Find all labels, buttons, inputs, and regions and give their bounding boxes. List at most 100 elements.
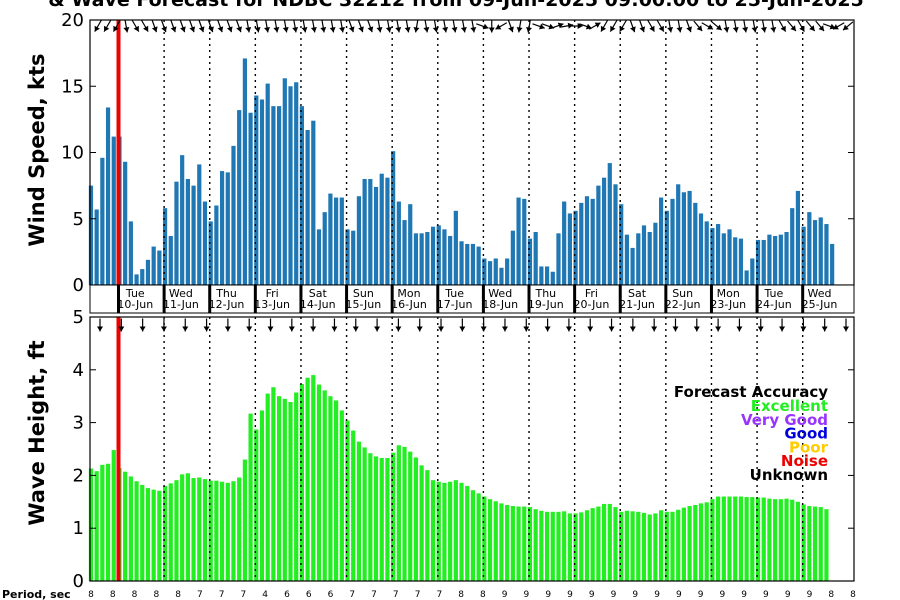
- wind-bar: [476, 246, 481, 285]
- wind-bar: [812, 220, 818, 285]
- wind-bar: [773, 235, 778, 285]
- period-value: 6: [306, 590, 312, 600]
- wind-direction-arrow: [339, 19, 345, 33]
- wind-direction-arrow-head: [113, 25, 119, 32]
- wind-direction-arrow-head: [385, 26, 392, 33]
- period-value: 8: [828, 590, 834, 600]
- wind-direction-arrow-head: [413, 26, 420, 33]
- wind-direction-arrow-head: [123, 26, 130, 33]
- wind-direction-arrow: [94, 20, 102, 32]
- wind-bar: [413, 233, 419, 285]
- wave-direction-arrow: [480, 318, 487, 332]
- wave-bar: [744, 497, 749, 581]
- day-name-label: Sun: [672, 287, 693, 300]
- period-value: 9: [741, 590, 747, 600]
- wind-direction-arrow-head: [799, 25, 805, 32]
- wind-bar: [470, 243, 476, 285]
- wave-bar: [658, 510, 664, 581]
- wave-bar: [282, 398, 287, 581]
- wind-direction-arrow-head: [751, 26, 758, 33]
- wind-direction-arrow: [667, 19, 674, 33]
- wind-bar: [670, 198, 675, 285]
- period-value: 9: [502, 590, 508, 600]
- wave-bar: [465, 485, 470, 581]
- wind-direction-arrow: [638, 19, 646, 33]
- wave-direction-arrow: [821, 318, 828, 332]
- day-label-strip: Tue10-JunWed11-JunThu12-JunFri13-JunSat1…: [89, 284, 855, 314]
- y-tick-label: 15: [61, 76, 84, 97]
- wind-direction-arrow-head: [180, 26, 186, 33]
- wind-direction-arrow: [141, 20, 149, 32]
- wind-bar: [658, 197, 664, 285]
- wind-direction-arrow-head: [630, 26, 636, 33]
- legend-item: Noise: [781, 452, 828, 470]
- wind-direction-arrow-head: [594, 22, 601, 28]
- wind-bar: [316, 229, 322, 285]
- wave-direction-arrow-head: [288, 326, 295, 332]
- wave-bar: [174, 480, 179, 581]
- wave-bar: [265, 393, 270, 581]
- y-tick-label: 0: [73, 571, 84, 592]
- wind-bar: [596, 185, 601, 285]
- wind-bar: [499, 267, 504, 285]
- wind-direction-arrow-head: [557, 22, 564, 29]
- wave-direction-arrow: [523, 318, 530, 332]
- wind-direction-arrow-head: [329, 26, 336, 33]
- wind-bar: [168, 235, 173, 285]
- wind-bar: [824, 224, 829, 285]
- wind-bar: [453, 210, 458, 285]
- wind-direction-arrow-head: [760, 26, 767, 33]
- wind-direction-arrow-head: [707, 24, 714, 30]
- wind-bar: [185, 179, 190, 285]
- wave-bar: [231, 481, 236, 581]
- wave-direction-arrow: [182, 318, 189, 332]
- wind-direction-arrow: [160, 19, 167, 33]
- wave-bar: [185, 473, 190, 581]
- wind-bar: [305, 129, 310, 285]
- wind-bar: [311, 120, 316, 285]
- wind-bar: [231, 145, 236, 285]
- wind-direction-arrow-head: [348, 26, 355, 33]
- wind-bar: [818, 217, 823, 285]
- wind-bar: [807, 212, 812, 285]
- wave-direction-arrow: [160, 318, 167, 332]
- period-value: 7: [219, 590, 225, 600]
- wave-bar: [271, 387, 276, 581]
- wave-direction-arrow: [800, 318, 807, 332]
- wave-bar: [505, 504, 510, 581]
- wind-direction-arrow-head: [526, 26, 532, 33]
- wind-bar: [573, 210, 578, 285]
- wind-direction-arrow-head: [488, 27, 495, 33]
- wave-direction-arrow: [395, 318, 402, 332]
- wind-direction-arrow: [805, 20, 816, 32]
- wave-bar: [812, 506, 818, 581]
- wind-direction-arrow-head: [395, 26, 402, 33]
- wave-bar: [140, 484, 145, 581]
- wave-bar: [750, 497, 755, 581]
- wave-bar: [818, 507, 823, 581]
- wave-bar: [408, 451, 413, 581]
- period-value: 9: [763, 590, 769, 600]
- period-value: 7: [241, 590, 247, 600]
- wave-direction-arrow-head: [459, 326, 466, 332]
- wind-direction-arrow: [516, 19, 523, 33]
- wind-bar: [630, 247, 635, 285]
- wind-bar: [448, 235, 453, 285]
- wind-bar: [510, 230, 515, 285]
- wind-direction-arrow: [787, 20, 797, 32]
- date-label: 14-Jun: [300, 298, 336, 311]
- wind-direction-arrow: [320, 19, 327, 33]
- period-value: 7: [393, 590, 399, 600]
- period-value: 6: [284, 590, 290, 600]
- wind-bar: [744, 270, 749, 285]
- wind-direction-arrow: [842, 21, 854, 31]
- day-name-label: Thu: [215, 287, 237, 300]
- wind-direction-arrow: [685, 19, 692, 33]
- wave-bar: [453, 480, 458, 581]
- wind-bar: [579, 202, 584, 285]
- legend-item: Unknown: [750, 466, 828, 484]
- period-value: 7: [436, 590, 442, 600]
- day-name-label: Wed: [488, 287, 512, 300]
- wave-height-panel: 0 1 2 3 4 5: [73, 307, 855, 592]
- wind-direction-arrow: [797, 20, 805, 32]
